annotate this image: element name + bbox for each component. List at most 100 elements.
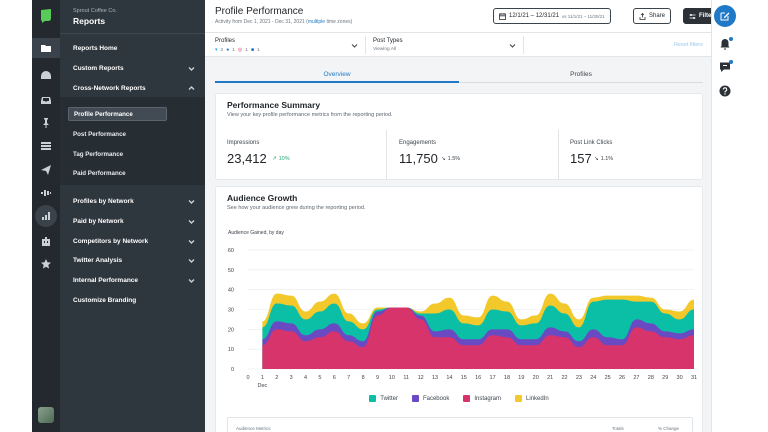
folder-icon[interactable]	[32, 38, 60, 58]
cross-network-submenu: Profile Performance Post Performance Tag…	[60, 97, 205, 185]
legend-label: Twitter	[380, 395, 398, 402]
nav-item-twitter-analysis[interactable]: Twitter Analysis	[73, 254, 195, 266]
nav-item-label: Custom Reports	[73, 64, 124, 72]
inbox-icon[interactable]	[32, 90, 60, 110]
page-title: Profile Performance	[215, 6, 304, 17]
legend-swatch	[463, 395, 471, 402]
metric-engagements: Engagements 11,750 ↘ 1.5%	[388, 130, 558, 185]
x-tick-label: 9	[376, 375, 379, 381]
list-icon[interactable]	[32, 136, 60, 156]
share-button[interactable]: Share	[633, 8, 672, 24]
x-tick-label: 27	[633, 375, 639, 381]
x-tick-label: 23	[576, 375, 582, 381]
x-tick-label: 19	[518, 375, 524, 381]
legend-label: Instagram	[474, 395, 502, 402]
legend-item-instagram[interactable]: Instagram	[463, 395, 501, 402]
help-icon[interactable]	[719, 85, 731, 97]
date-range-button[interactable]: 12/1/21 – 12/31/21 vs 11/1/21 – 11/30/21	[493, 8, 611, 24]
profiles-filter-value: ▾ 2 ● 1 ◎ 1 ■ 1	[215, 47, 260, 53]
y-tick-label: 40	[228, 288, 234, 294]
sliders-icon	[689, 13, 696, 19]
chevron-down-icon[interactable]	[509, 42, 516, 49]
x-tick-label: 17	[490, 375, 496, 381]
chevron-down-icon	[188, 278, 195, 283]
chevron-down-icon	[188, 199, 195, 204]
metric-delta-value: 1.1%	[600, 156, 614, 162]
tab-profiles[interactable]: Profiles	[570, 71, 592, 78]
chevron-up-icon	[188, 85, 195, 90]
x-tick-label: 1	[261, 375, 264, 381]
icon-rail	[32, 0, 60, 432]
share-label: Share	[649, 13, 666, 19]
arrow-up-icon: ↗	[272, 156, 277, 162]
filter-divider	[365, 36, 366, 54]
compare-range-value: vs 11/1/21 – 11/30/21	[562, 13, 605, 19]
metric-delta: ↘ 1.5%	[441, 156, 460, 162]
reset-filters-link[interactable]: Reset filters	[673, 42, 703, 48]
nav-item-label: Twitter Analysis	[73, 256, 123, 264]
sub-item-profile-performance[interactable]: Profile Performance	[68, 107, 167, 121]
nav-item-label: Internal Performance	[73, 276, 139, 284]
nav-item-label: Paid by Network	[73, 217, 124, 225]
bell-icon[interactable]	[719, 38, 731, 50]
metric-divider	[386, 130, 387, 180]
tab-overview[interactable]: Overview	[215, 68, 459, 83]
send-icon[interactable]	[32, 160, 60, 180]
nav-item-label: Reports Home	[73, 44, 118, 52]
metric-label: Engagements	[399, 140, 437, 146]
x-tick-label: 18	[504, 375, 510, 381]
post-types-filter-label: Post Types	[373, 38, 403, 44]
filter-divider	[523, 36, 524, 54]
feedback-icon[interactable]	[719, 61, 731, 73]
x-tick-label: 6	[333, 375, 336, 381]
metric-label: Impressions	[227, 140, 260, 146]
sub-item-post-performance[interactable]: Post Performance	[68, 127, 167, 141]
star-icon[interactable]	[32, 254, 60, 274]
x-tick-label: 20	[533, 375, 539, 381]
legend-item-twitter[interactable]: Twitter	[369, 395, 398, 402]
metric-post-link-clicks: Post Link Clicks 157 ↘ 1.1%	[559, 130, 729, 185]
nav-item-cross-network-reports[interactable]: Cross-Network Reports	[73, 82, 195, 94]
metric-impressions: Impressions 23,412 ↗ 10%	[216, 130, 386, 185]
dashboard-icon[interactable]	[32, 65, 60, 85]
x-tick-label: 30	[677, 375, 683, 381]
x-tick-label: 13	[432, 375, 438, 381]
listening-icon[interactable]	[32, 183, 60, 203]
sub-item-paid-performance[interactable]: Paid Performance	[68, 166, 167, 180]
bot-icon[interactable]	[32, 232, 60, 252]
card-subtitle: See how your audience grew during the re…	[227, 205, 366, 211]
arrow-down-icon: ↘	[594, 156, 599, 162]
y-axis-label: Audience Gained, by day	[228, 230, 284, 236]
nav-item-internal-performance[interactable]: Internal Performance	[73, 274, 195, 286]
compose-button[interactable]	[714, 5, 736, 27]
arrow-down-icon: ↘	[441, 156, 446, 162]
sub-item-tag-performance[interactable]: Tag Performance	[68, 147, 167, 161]
legend-item-facebook[interactable]: Facebook	[411, 395, 449, 402]
x-month-label: Dec	[257, 383, 267, 389]
x-tick-label: 21	[547, 375, 553, 381]
filter-bar: Profiles ▾ 2 ● 1 ◎ 1 ■ 1 Post Types Viewing …	[205, 33, 711, 57]
sprout-logo-icon[interactable]	[39, 8, 53, 24]
page-subtitle: Activity from Dec 1, 2021 - Dec 31, 2021…	[215, 19, 352, 25]
table-header-change: % Change	[658, 426, 680, 431]
metric-value: 157	[570, 151, 592, 166]
time-zones-link[interactable]: multiple	[307, 19, 326, 25]
x-tick-label: 31	[691, 375, 697, 381]
nav-item-paid-by-network[interactable]: Paid by Network	[73, 215, 195, 227]
nav-item-custom-reports[interactable]: Custom Reports	[73, 62, 195, 74]
legend-label: LinkedIn	[526, 395, 549, 402]
nav-item-competitors-by-network[interactable]: Competitors by Network	[73, 235, 195, 247]
nav-item-profiles-by-network[interactable]: Profiles by Network	[73, 195, 195, 207]
card-title: Audience Growth	[227, 193, 298, 203]
legend-item-linkedin[interactable]: LinkedIn	[515, 395, 549, 402]
reports-icon[interactable]	[35, 205, 57, 227]
facebook-count: 1	[232, 47, 235, 53]
nav-item-reports-home[interactable]: Reports Home	[73, 42, 195, 54]
audience-metrics-table: Audience Metrics Totals % Change	[227, 417, 693, 432]
user-avatar[interactable]	[38, 407, 54, 423]
x-tick-label: 11	[403, 375, 409, 381]
sub-item-label: Profile Performance	[74, 110, 133, 118]
pin-icon[interactable]	[32, 113, 60, 133]
nav-item-customize-branding[interactable]: Customize Branding	[73, 294, 195, 306]
chevron-down-icon[interactable]	[351, 42, 358, 49]
